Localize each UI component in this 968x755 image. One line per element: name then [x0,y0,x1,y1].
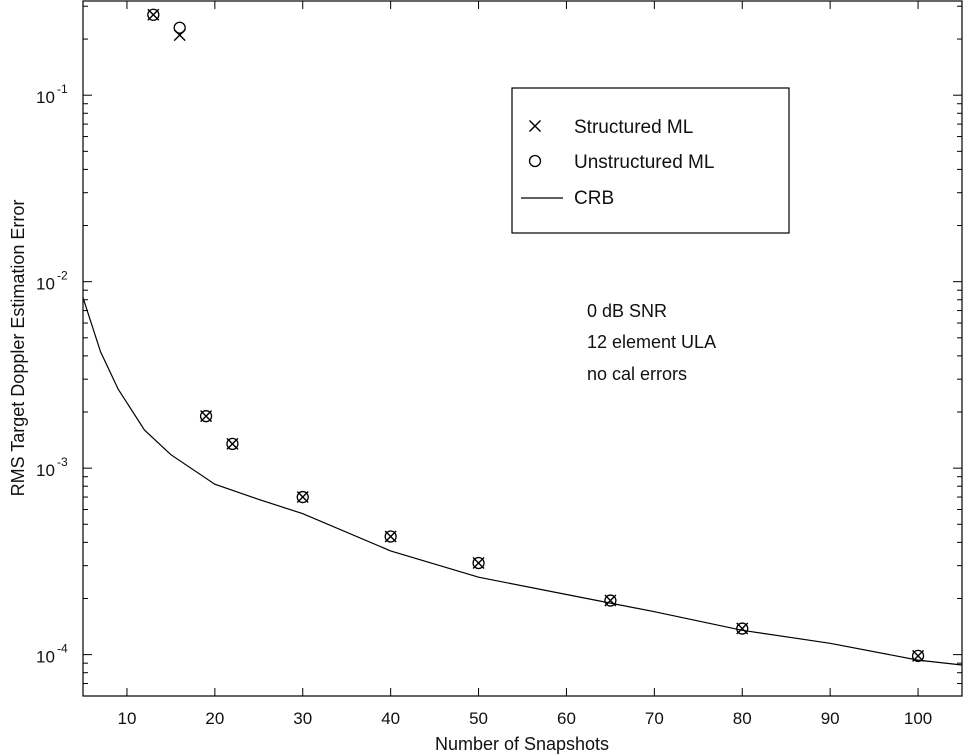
plot-frame [82,0,963,697]
legend-structured-ml-marker [529,120,541,132]
x-tick-label-30: 30 [293,709,312,728]
legend-x-glyph [529,120,541,132]
unstructured-ml-point [384,530,397,543]
legend-box [511,87,790,234]
y-tick-label--1: 10 [36,88,55,107]
y-tick-exponent--3: -3 [57,455,68,469]
x-tick-label-20: 20 [205,709,224,728]
x-tick-label-90: 90 [821,709,840,728]
x-tick-label-100: 100 [904,709,932,728]
y-tick-label--2: 10 [36,275,55,294]
legend-crb-label: CRB [574,188,614,209]
y-tick-exponent--1: -1 [57,82,68,96]
x-tick-label-80: 80 [733,709,752,728]
y-tick-label--4: 10 [36,648,55,667]
crb-line [82,297,963,666]
unstructured-ml-point [911,649,925,663]
unstructured-ml-point [604,594,617,607]
annotation-snr: 0 dB SNR [587,301,667,321]
unstructured-ml-point [199,410,213,423]
unstructured-ml-point [173,21,186,34]
x-tick-label-70: 70 [645,709,664,728]
marker-layer [147,8,925,663]
legend-structured-ml-label: Structured ML [574,117,693,138]
unstructured-ml-point [226,437,239,450]
y-tick-exponent--2: -2 [57,269,68,283]
annotation-array: 12 element ULA [587,332,716,352]
annotation-cal: no cal errors [587,364,687,384]
y-tick-labels: 10-110-210-310-4 [36,82,68,666]
crb-layer [82,297,963,666]
legend-unstructured-ml-marker [528,154,542,168]
unstructured-ml-point [296,490,309,504]
y-tick-label--3: 10 [36,461,55,480]
y-tick-exponent--4: -4 [57,642,68,656]
legend-unstructured-ml-label: Unstructured ML [574,152,714,173]
y-axis-label: RMS Target Doppler Estimation Error [8,200,28,497]
unstructured-ml-point [736,622,749,635]
annotation: 0 dB SNR 12 element ULA no cal errors [587,301,716,384]
x-tick-label-50: 50 [469,709,488,728]
x-tick-label-40: 40 [381,709,400,728]
x-tick-labels: 10 20 30 40 50 60 70 80 90 100 [117,709,932,728]
x-tick-label-10: 10 [117,709,136,728]
unstructured-ml-point [147,8,160,21]
unstructured-ml-point [472,556,485,570]
x-tick-label-60: 60 [557,709,576,728]
x-axis-label: Number of Snapshots [435,734,609,754]
legend-o-glyph [528,154,542,168]
legend: Structured ML Unstructured ML CRB [511,87,790,234]
